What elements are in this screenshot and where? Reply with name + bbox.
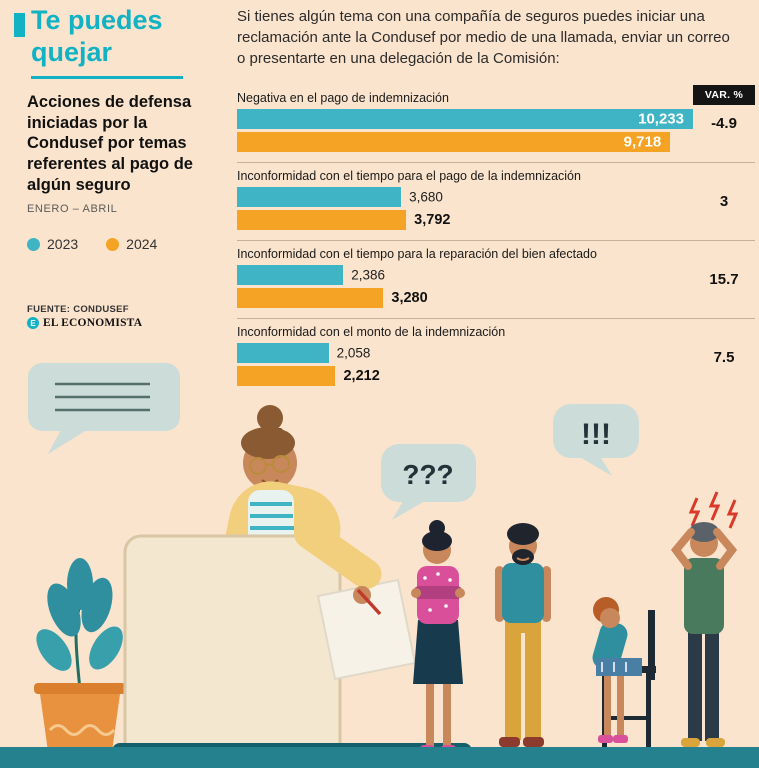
- question-bubble-text: ???: [402, 459, 453, 490]
- chart-row: Inconformidad con el monto de la indemni…: [237, 319, 755, 396]
- bar-2024: 9,718: [237, 132, 671, 152]
- plant-icon: [34, 558, 126, 766]
- bar-2024: 2,212: [237, 366, 380, 386]
- value-2023: 3,680: [409, 189, 443, 205]
- question-bubble-icon: ???: [381, 444, 476, 520]
- var-percent-value: 7.5: [713, 348, 735, 366]
- page-title: Te puedes quejar: [31, 5, 163, 69]
- value-2024: 9,718: [623, 133, 662, 151]
- var-percent-value: 3: [719, 192, 729, 210]
- legend-label-2024: 2024: [126, 236, 158, 252]
- category-label: Negativa en el pago de indemnización: [237, 91, 449, 105]
- value-2023: 10,233: [638, 110, 684, 128]
- category-label: Inconformidad con el tiempo para la repa…: [237, 247, 597, 261]
- brand-mark-icon: E: [27, 317, 39, 329]
- title-underline: [31, 76, 183, 79]
- standing-man: [485, 523, 561, 764]
- chart-subtitle: Acciones de defensa iniciadas por la Con…: [27, 93, 193, 194]
- footer-bar: [0, 747, 759, 768]
- var-percent-header: VAR. %: [693, 85, 755, 105]
- speech-bubble-icon: [28, 363, 180, 454]
- bar-2023: 3,680: [237, 187, 443, 207]
- stressed-person: [669, 491, 739, 764]
- illustration-scene: ??? !!!: [0, 363, 759, 768]
- legend-label-2023: 2023: [47, 236, 79, 252]
- legend: 2023 2024: [27, 236, 157, 252]
- chart-row: Negativa en el pago de indemnización 10,…: [237, 85, 755, 163]
- lightning-icon: [688, 491, 739, 529]
- value-2024: 2,212: [343, 368, 380, 384]
- var-percent-value: 15.7: [709, 270, 739, 288]
- bar-2024: 3,280: [237, 288, 428, 308]
- bar-2023: 2,058: [237, 343, 370, 363]
- value-2023: 2,058: [336, 345, 371, 361]
- legend-dot-2024: [106, 237, 120, 251]
- legend-dot-2023: [27, 237, 40, 251]
- source-label: FUENTE: CONDUSEF: [27, 304, 129, 315]
- bar-2023: 2,386: [237, 265, 385, 285]
- title-bullet: [14, 13, 25, 37]
- value-2023: 2,386: [351, 267, 386, 283]
- period-label: ENERO – ABRIL: [27, 203, 118, 215]
- category-label: Inconformidad con el monto de la indemni…: [237, 325, 506, 339]
- exclaim-bubble-icon: !!!: [553, 404, 639, 476]
- legend-item-2023: 2023: [27, 236, 78, 252]
- chart-row: Inconformidad con el tiempo para la repa…: [237, 241, 755, 319]
- intro-text: Si tienes algún tema con una compañía de…: [237, 8, 730, 67]
- legend-item-2024: 2024: [106, 236, 157, 252]
- value-2024: 3,280: [391, 290, 428, 306]
- value-2024: 3,792: [414, 212, 451, 228]
- brand-logo: E EL ECONOMISTA: [27, 317, 142, 329]
- page-title-line1: Te puedes: [31, 5, 163, 35]
- bar-2023: 10,233: [237, 109, 693, 129]
- page-title-line2: quejar: [31, 36, 113, 67]
- var-percent-value: -4.9: [711, 114, 737, 132]
- chart-row: Inconformidad con el tiempo para el pago…: [237, 163, 755, 241]
- category-label: Inconformidad con el tiempo para el pago…: [237, 169, 581, 183]
- sitting-person: [589, 597, 661, 764]
- standing-woman: [403, 520, 471, 762]
- bar-chart: VAR. % Negativa en el pago de indemnizac…: [237, 85, 755, 396]
- exclaim-bubble-text: !!!: [581, 418, 611, 451]
- brand-name: EL ECONOMISTA: [43, 317, 143, 329]
- bar-2024: 3,792: [237, 210, 450, 230]
